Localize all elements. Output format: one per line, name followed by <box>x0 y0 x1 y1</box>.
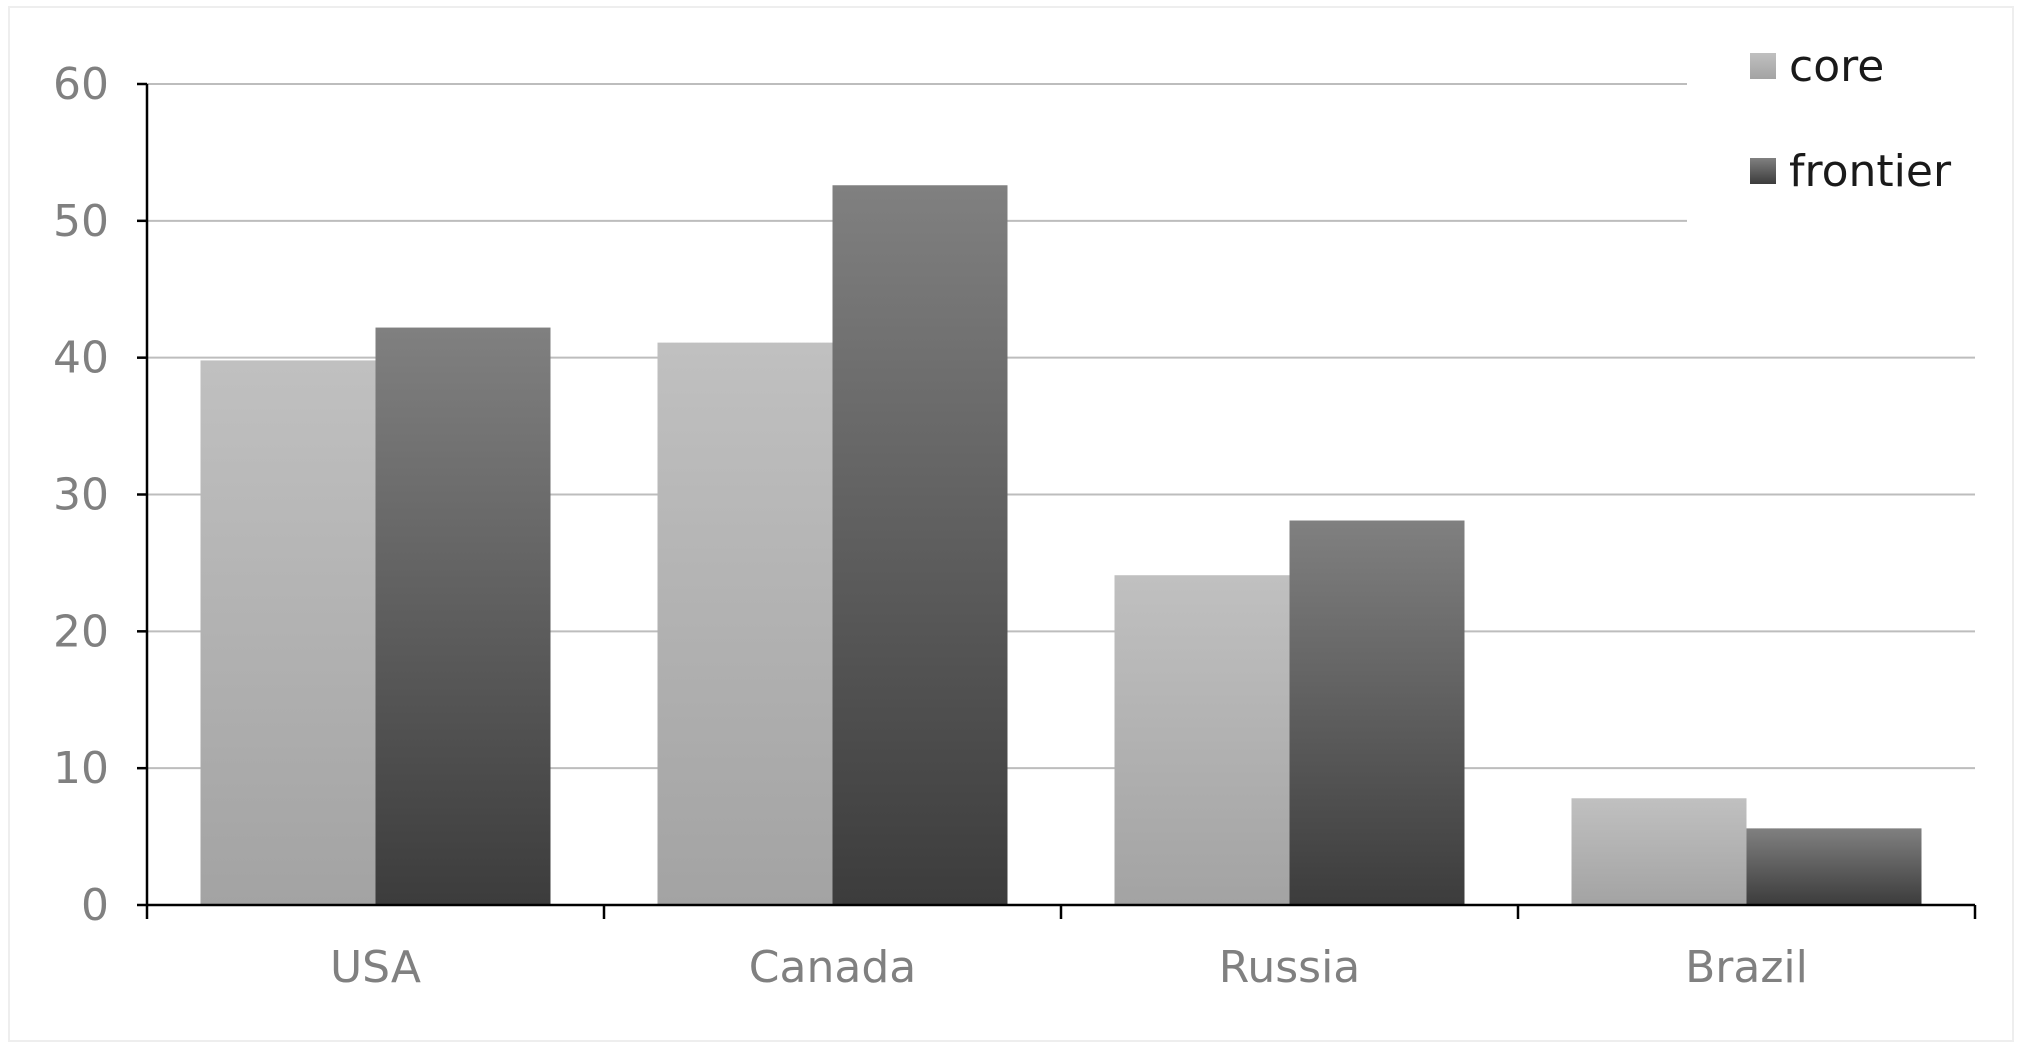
y-tick-label: 20 <box>53 606 109 657</box>
legend: core frontier <box>1750 41 1952 197</box>
bar-core-canada <box>657 342 833 905</box>
bar-frontier-canada <box>832 185 1008 906</box>
y-tick-label: 30 <box>53 470 109 521</box>
y-tick-label: 40 <box>53 333 109 384</box>
y-tick-labels: 0 10 20 30 40 50 60 <box>53 59 109 931</box>
legend-label-core: core <box>1789 41 1884 92</box>
y-tick-label: 50 <box>53 196 109 247</box>
legend-label-frontier: frontier <box>1789 146 1952 197</box>
x-tick-labels: USA Canada Russia Brazil <box>330 942 1808 993</box>
legend-swatch-frontier <box>1750 158 1776 184</box>
x-tick-label: Canada <box>749 942 916 993</box>
y-tick-label: 0 <box>81 880 109 931</box>
bar-frontier-usa <box>375 327 551 905</box>
bar-frontier-brazil <box>1746 828 1922 905</box>
y-tick-label: 60 <box>53 59 109 110</box>
bars <box>200 185 1922 906</box>
bar-core-russia <box>1114 575 1290 905</box>
bar-core-usa <box>200 360 376 905</box>
x-tick-label: Brazil <box>1685 942 1808 993</box>
x-tick-label: USA <box>330 942 421 993</box>
x-tick-label: Russia <box>1219 942 1361 993</box>
legend-swatch-core <box>1750 53 1776 79</box>
bar-frontier-russia <box>1289 520 1465 905</box>
bar-core-brazil <box>1571 798 1747 905</box>
axes <box>137 82 1977 919</box>
y-tick-label: 10 <box>53 743 109 794</box>
